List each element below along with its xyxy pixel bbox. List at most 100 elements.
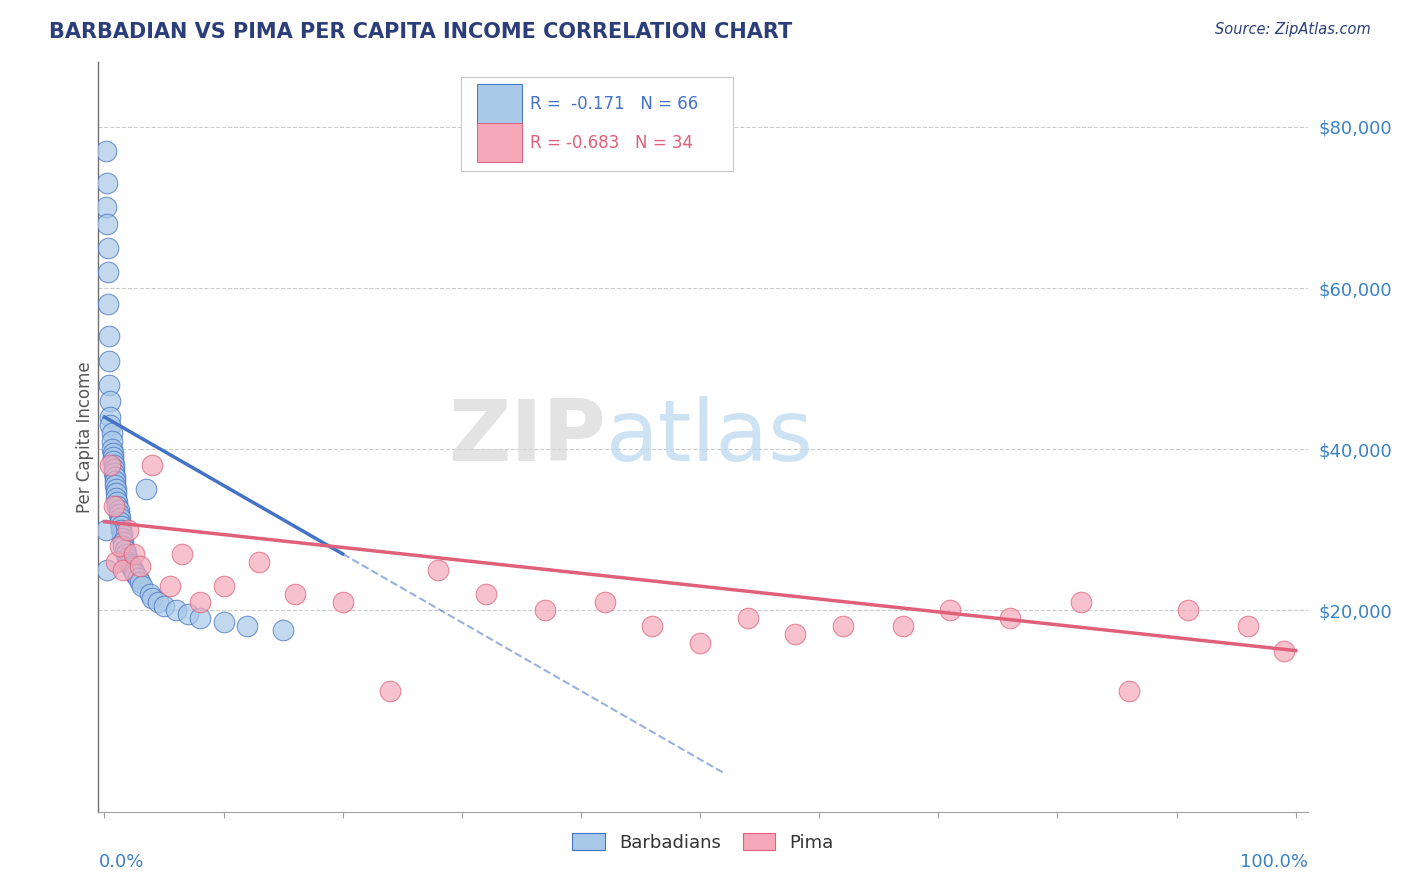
Point [141, 458, 163, 473]
Point [115, 550, 138, 565]
Point [112, 534, 135, 549]
Point [110, 523, 132, 537]
Point [98, 458, 121, 473]
Point [641, 619, 664, 633]
Point [426, 563, 449, 577]
Point [101, 446, 124, 460]
Point [97, 241, 120, 255]
Point [105, 555, 128, 569]
FancyBboxPatch shape [477, 84, 522, 123]
Point [96, 176, 118, 190]
Point [117, 523, 139, 537]
Point [1237, 619, 1260, 633]
Point [284, 587, 307, 601]
Point [107, 499, 129, 513]
Point [103, 458, 125, 473]
Point [94, 144, 117, 158]
Text: R = -0.683   N = 34: R = -0.683 N = 34 [530, 134, 693, 152]
Point [188, 595, 211, 609]
Point [271, 624, 294, 638]
Point [131, 579, 153, 593]
Point [94, 201, 117, 215]
Point [153, 599, 176, 614]
Point [138, 587, 160, 601]
Point [96, 217, 118, 231]
Point [100, 442, 122, 457]
Point [212, 615, 235, 630]
Point [103, 467, 125, 481]
Legend: Barbadians, Pima: Barbadians, Pima [565, 826, 841, 859]
Point [104, 478, 127, 492]
Point [1070, 595, 1092, 609]
Y-axis label: Per Capita Income: Per Capita Income [76, 361, 94, 513]
Point [247, 555, 270, 569]
Text: 100.0%: 100.0% [1240, 853, 1308, 871]
Point [96, 563, 118, 577]
Point [98, 329, 121, 343]
Point [100, 434, 122, 449]
Point [117, 555, 139, 569]
Point [170, 547, 193, 561]
Point [108, 515, 131, 529]
Point [103, 499, 125, 513]
Point [177, 607, 200, 622]
Point [98, 377, 121, 392]
Point [165, 603, 187, 617]
Point [141, 591, 163, 606]
Point [114, 542, 136, 557]
Point [108, 539, 131, 553]
Point [107, 507, 129, 521]
Point [129, 575, 152, 590]
Point [114, 547, 136, 561]
Point [159, 579, 181, 593]
Point [236, 619, 259, 633]
Point [129, 559, 152, 574]
Point [122, 565, 145, 579]
Point [127, 571, 149, 585]
Point [111, 526, 134, 541]
Point [112, 539, 135, 553]
Point [474, 587, 496, 601]
Point [122, 563, 145, 577]
Point [98, 417, 121, 432]
Point [124, 567, 146, 582]
Point [101, 454, 124, 468]
Point [110, 518, 132, 533]
Text: BARBADIAN VS PIMA PER CAPITA INCOME CORRELATION CHART: BARBADIAN VS PIMA PER CAPITA INCOME CORR… [49, 22, 793, 42]
Point [104, 475, 127, 489]
Point [380, 684, 402, 698]
Point [111, 531, 134, 545]
Point [105, 486, 128, 500]
Point [737, 611, 759, 625]
Point [104, 470, 127, 484]
Point [689, 635, 711, 649]
Point [105, 483, 128, 497]
Point [97, 297, 120, 311]
Text: atlas: atlas [606, 395, 814, 479]
Text: R =  -0.171   N = 66: R = -0.171 N = 66 [530, 95, 699, 112]
Point [832, 619, 855, 633]
Point [212, 579, 235, 593]
Point [97, 265, 120, 279]
Point [94, 523, 117, 537]
Point [332, 595, 354, 609]
Point [108, 510, 131, 524]
Point [891, 619, 914, 633]
FancyBboxPatch shape [477, 123, 522, 162]
Point [100, 425, 122, 440]
Point [98, 409, 121, 424]
Point [593, 595, 616, 609]
Point [118, 557, 141, 571]
Point [135, 483, 157, 497]
Text: Source: ZipAtlas.com: Source: ZipAtlas.com [1215, 22, 1371, 37]
Point [939, 603, 962, 617]
Point [998, 611, 1021, 625]
Point [103, 462, 125, 476]
Point [534, 603, 557, 617]
Point [98, 353, 121, 368]
Point [98, 393, 121, 408]
Point [1118, 684, 1140, 698]
Point [146, 595, 169, 609]
Point [785, 627, 807, 641]
Point [120, 559, 142, 574]
